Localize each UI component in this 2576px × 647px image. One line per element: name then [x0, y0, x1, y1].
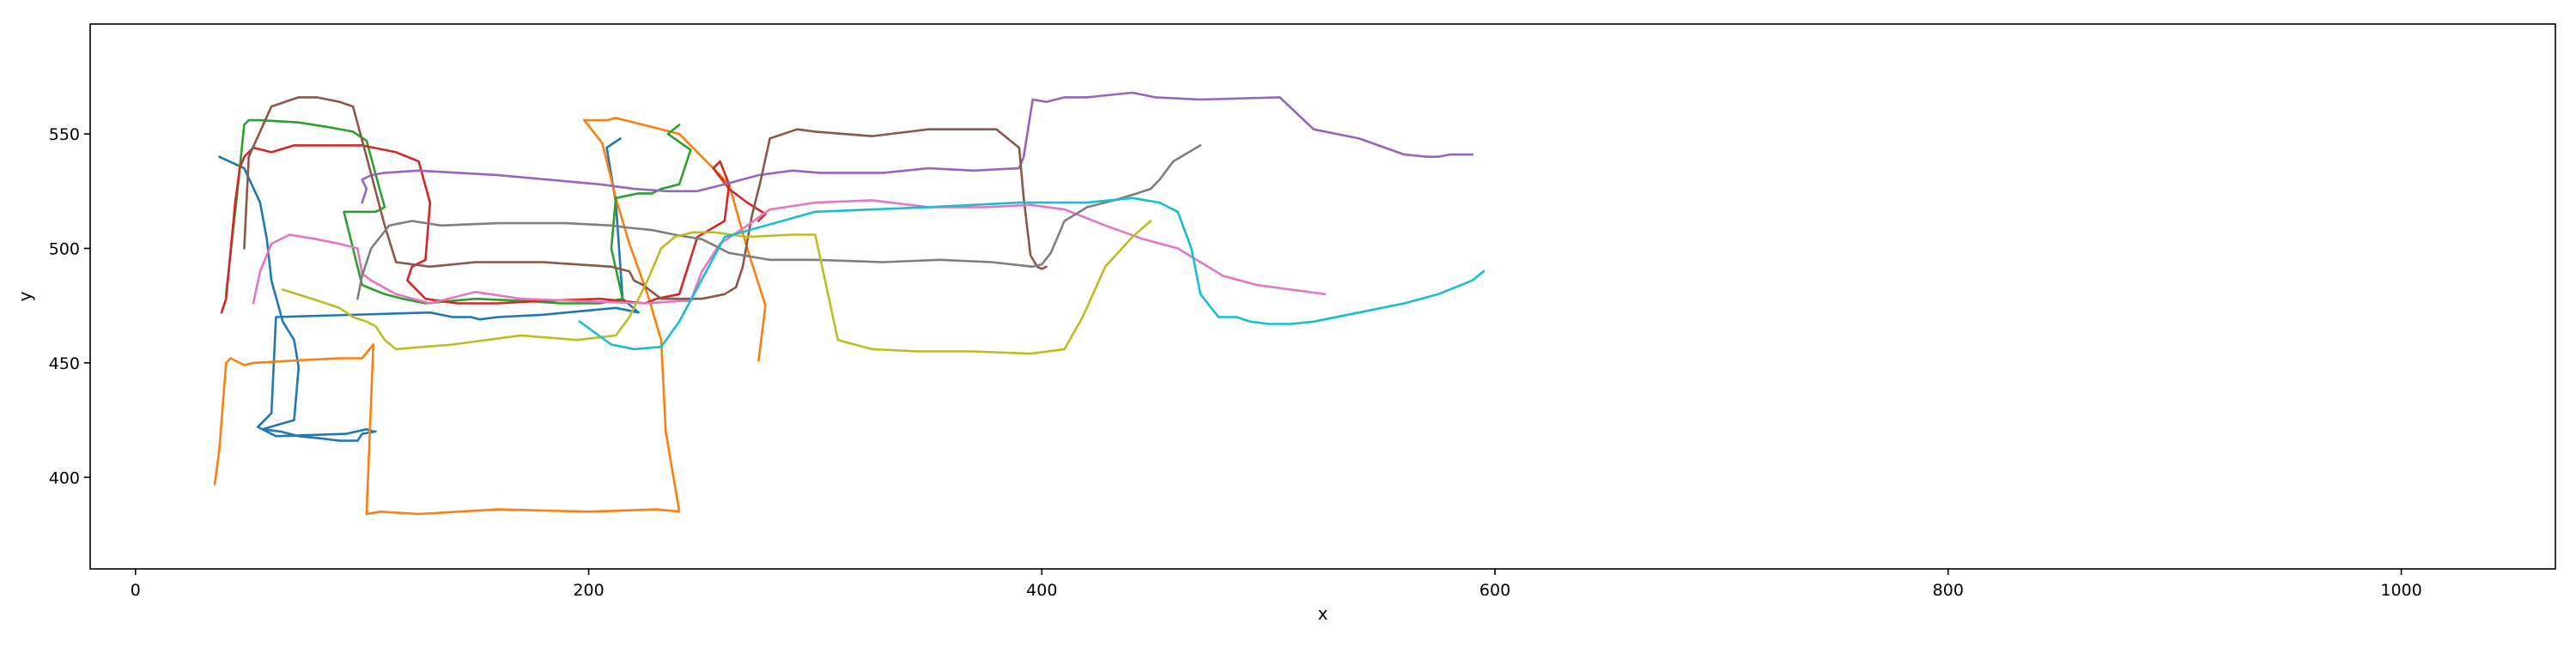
series-line-3 — [224, 118, 692, 305]
x-tick-label: 0 — [131, 581, 141, 600]
y-tick-label: 400 — [49, 469, 80, 487]
y-tick-label: 550 — [49, 125, 80, 144]
series-line-10 — [578, 197, 1485, 351]
series-line-2 — [213, 117, 767, 516]
x-tick-label: 400 — [1026, 581, 1057, 600]
x-tick-label: 200 — [573, 581, 604, 600]
y-axis-label: y — [15, 291, 35, 301]
series-line-5 — [361, 91, 1473, 204]
series-line-1 — [218, 137, 640, 442]
x-axis: 0 200 400 600 800 1000 — [131, 569, 2422, 600]
series-line-9 — [281, 220, 1152, 355]
y-axis: 400 450 500 550 — [49, 125, 90, 487]
series-line-7 — [252, 199, 1327, 305]
series-line-4 — [220, 144, 767, 314]
y-tick-label: 450 — [49, 354, 80, 373]
y-tick-label: 500 — [49, 239, 80, 258]
x-tick-label: 800 — [1933, 581, 1964, 600]
x-tick-label: 600 — [1479, 581, 1510, 600]
x-axis-label: x — [1318, 603, 1328, 624]
plot-frame — [89, 23, 2556, 570]
x-tick-label: 1000 — [2380, 581, 2421, 600]
series-line-6 — [243, 96, 1048, 300]
series-layer — [213, 91, 1485, 516]
